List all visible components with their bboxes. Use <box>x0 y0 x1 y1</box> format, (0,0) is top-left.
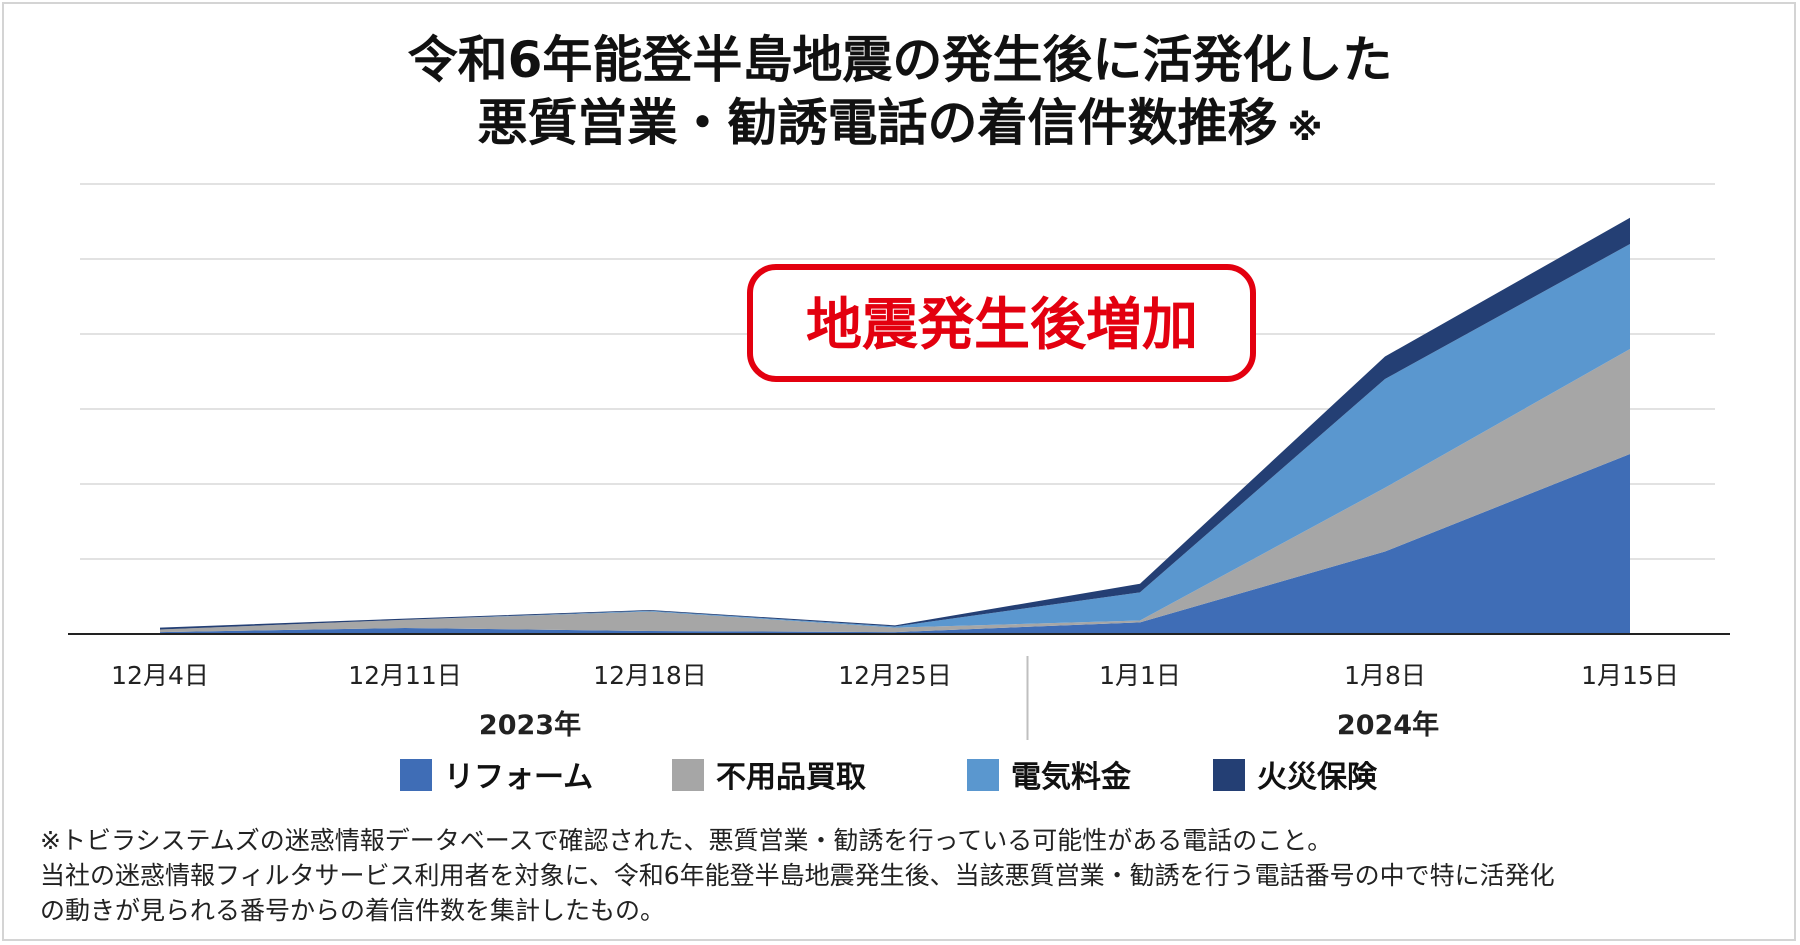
year-label: 2023年 <box>479 709 581 741</box>
legend-swatch <box>1213 759 1245 791</box>
legend-swatch <box>400 759 432 791</box>
chart-title-line2: 悪質営業・勧誘電話の着信件数推移 ※ <box>0 85 1800 167</box>
x-tick-label: 12月11日 <box>348 661 462 690</box>
legend-swatch <box>967 759 999 791</box>
x-tick-label: 12月4日 <box>111 661 209 690</box>
footnote-line-3: の動きが見られる番号からの着信件数を集計したもの。 <box>40 896 666 925</box>
area-series <box>160 217 1630 634</box>
annotation-box <box>747 264 1256 382</box>
footnote-line-1: ※トビラシステムズの迷惑情報データベースで確認された、悪質営業・勧誘を行っている… <box>40 826 1333 855</box>
area-series-2 <box>160 349 1630 633</box>
x-tick-label: 1月1日 <box>1099 661 1181 690</box>
year-labels: 2023年 2024年 <box>479 709 1439 741</box>
x-tick-label: 1月8日 <box>1344 661 1426 690</box>
chart-title-line2-text: 悪質営業・勧誘電話の着信件数推移 <box>477 94 1278 152</box>
chart-title-line1: 令和6年能登半島地震の発生後に活発化した <box>407 31 1393 89</box>
area-series-3 <box>160 244 1630 630</box>
area-series-1 <box>160 454 1630 634</box>
legend-label: 火災保険 <box>1257 760 1378 795</box>
annotation-callout: 地震発生後増加 <box>747 264 1256 382</box>
title-note-mark: ※ <box>1287 108 1323 149</box>
legend-swatch <box>672 759 704 791</box>
annotation-text: 地震発生後増加 <box>806 293 1198 358</box>
legend-label: 電気料金 <box>1011 760 1132 795</box>
legend-label: リフォーム <box>444 760 593 795</box>
legend-label: 不用品買取 <box>716 760 866 795</box>
year-label: 2024年 <box>1337 709 1439 741</box>
x-tick-label: 12月18日 <box>593 661 707 690</box>
footnote-line-2: 当社の迷惑情報フィルタサービス利用者を対象に、令和6年能登半島地震発生後、当該悪… <box>40 861 1555 890</box>
legend: リフォーム 不用品買取 電気料金 火災保険 <box>400 759 1378 795</box>
x-tick-labels: 12月4日 12月11日 12月18日 12月25日 1月1日 1月8日 1月15日 <box>111 661 1679 690</box>
x-tick-label: 1月15日 <box>1581 661 1679 690</box>
x-tick-label: 12月25日 <box>838 661 952 690</box>
